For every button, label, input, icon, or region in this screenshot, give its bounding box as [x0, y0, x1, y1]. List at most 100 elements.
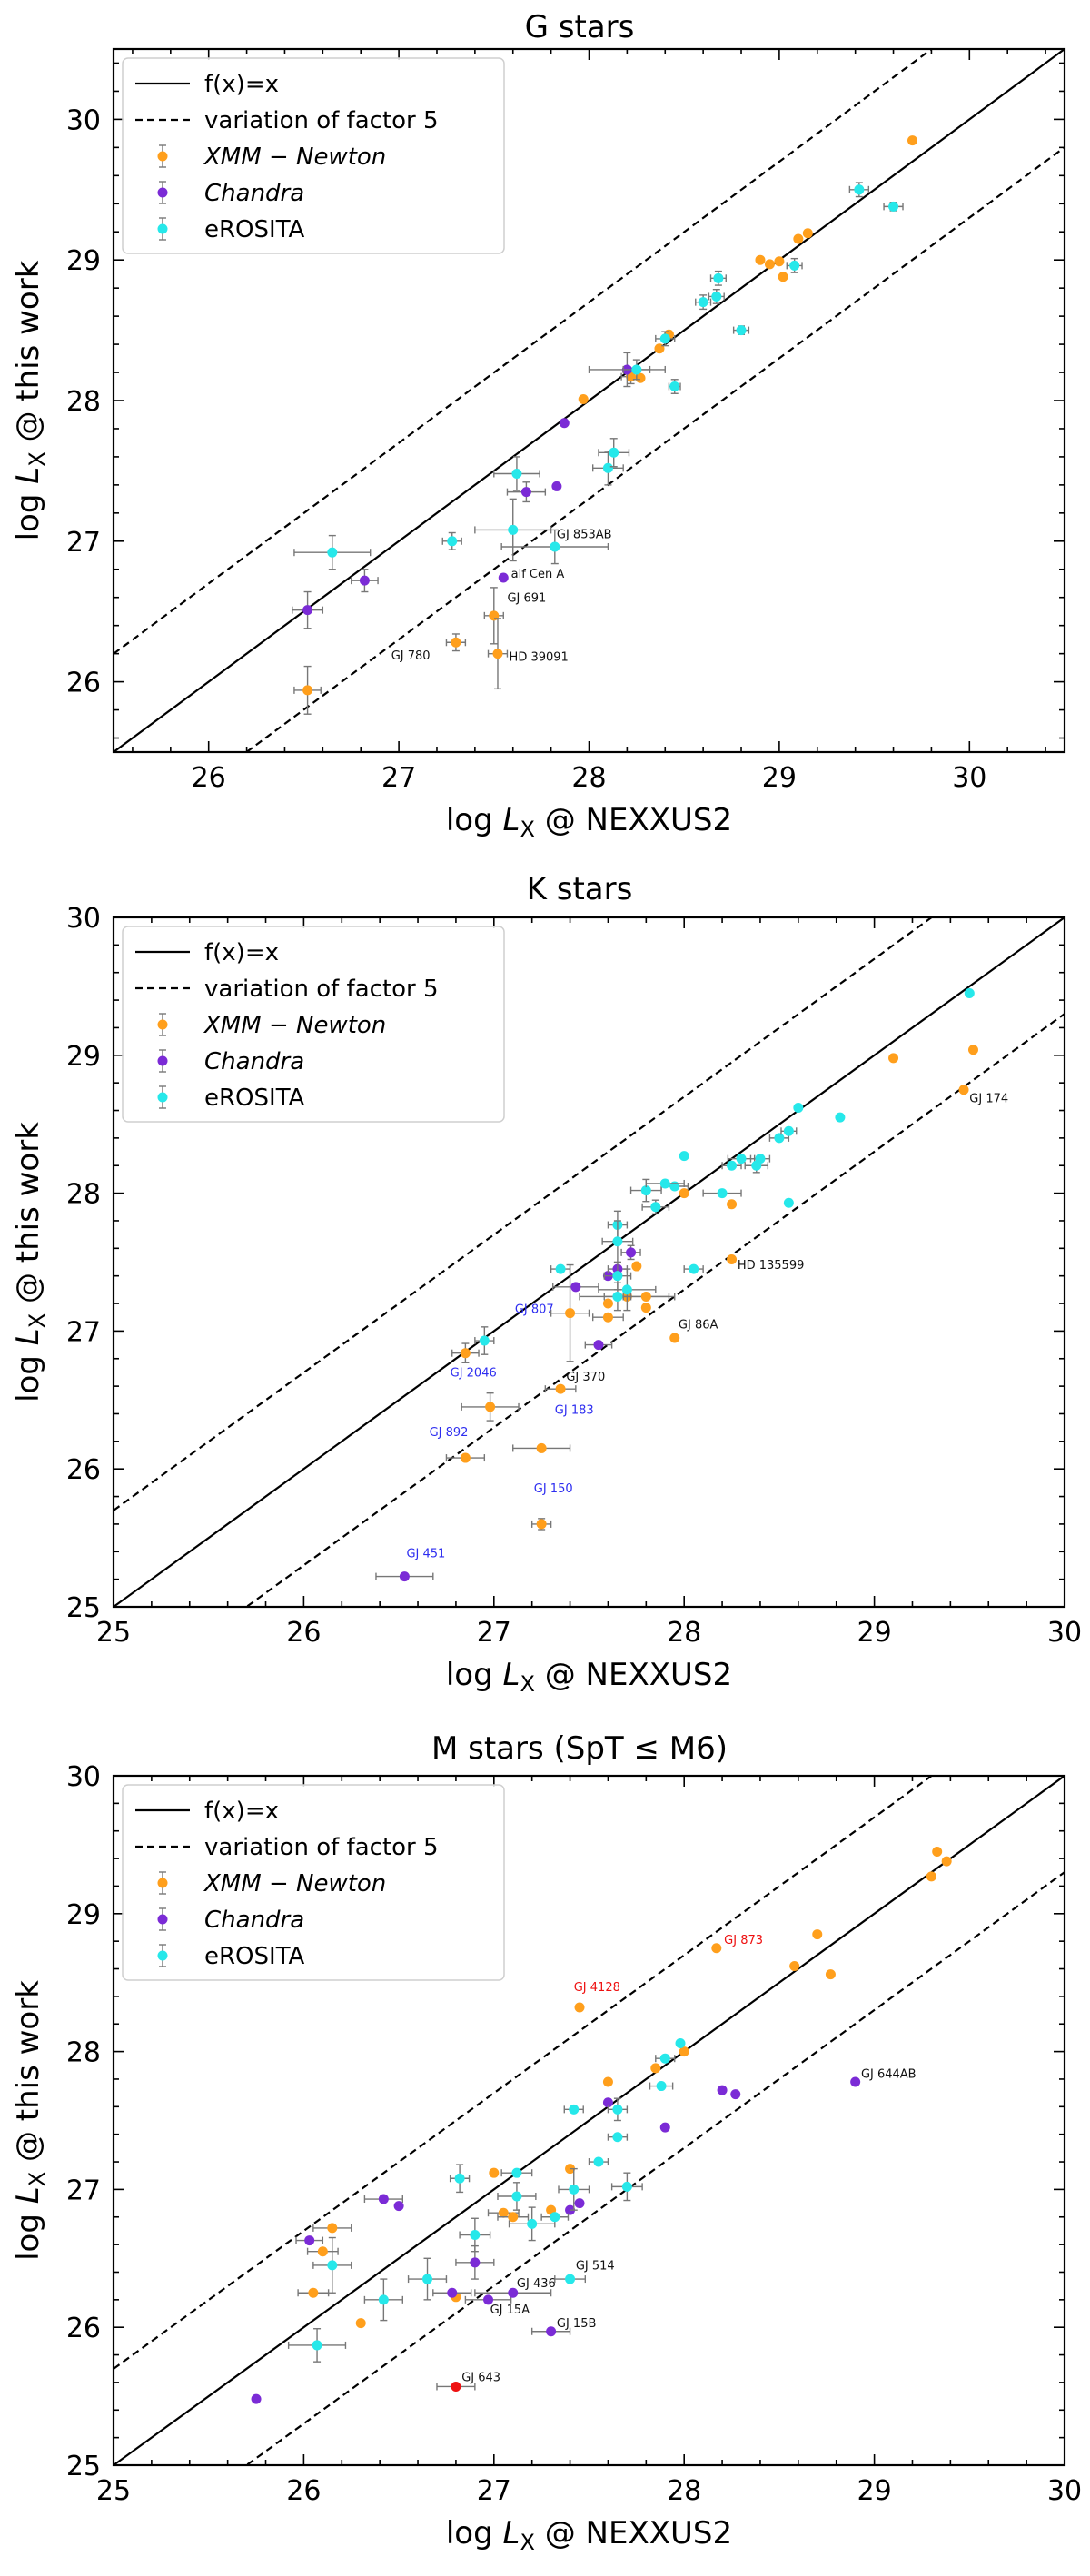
point-marker — [511, 2167, 522, 2178]
point-marker — [689, 1263, 699, 1274]
data-point — [783, 1197, 794, 1208]
legend-marker — [157, 1092, 168, 1103]
annotation-label: HD 135599 — [738, 1259, 805, 1273]
point-marker — [317, 2246, 328, 2257]
identity-line — [114, 49, 1065, 752]
series-chandra — [251, 2076, 861, 2404]
point-marker — [659, 2122, 670, 2133]
data-point — [565, 2164, 576, 2175]
point-marker — [359, 575, 370, 586]
point-marker — [778, 272, 788, 282]
point-marker — [789, 1960, 800, 1971]
y-tick-label: 30 — [66, 903, 101, 935]
data-point — [489, 2167, 500, 2178]
data-point — [679, 2046, 689, 2057]
x-tick-label: 29 — [857, 2475, 892, 2507]
point-marker — [730, 2089, 741, 2100]
x-tick-label: 30 — [1047, 1617, 1082, 1649]
x-tick-label: 25 — [96, 1617, 131, 1649]
y-tick-label: 28 — [66, 2037, 101, 2069]
annotation-label: alf Cen A — [511, 568, 565, 581]
point-marker — [378, 2194, 389, 2204]
data-point — [493, 456, 540, 491]
data-point — [675, 2037, 686, 2048]
point-marker — [555, 1263, 566, 1274]
point-marker — [717, 1188, 728, 1199]
point-marker — [789, 260, 800, 271]
x-tick-label: 27 — [382, 762, 416, 794]
data-point — [607, 2097, 629, 2122]
data-point — [451, 1342, 480, 1364]
data-point — [695, 294, 712, 311]
point-marker — [888, 1053, 899, 1064]
y-tick-label: 29 — [66, 1899, 101, 1931]
point-marker — [958, 1085, 969, 1095]
data-point — [941, 1856, 952, 1867]
point-marker — [854, 184, 865, 195]
x-axis-label: log LX @ NEXXUS2 — [446, 1657, 732, 1697]
point-marker — [399, 1571, 410, 1582]
point-marker — [907, 135, 917, 146]
data-point — [574, 2002, 585, 2013]
point-marker — [755, 254, 766, 265]
data-point — [610, 2172, 643, 2202]
point-marker — [565, 2164, 576, 2175]
data-point — [297, 2287, 330, 2298]
series-red — [436, 2381, 476, 2392]
factor5-lower-line — [244, 146, 1065, 752]
point-marker — [559, 418, 570, 429]
y-tick-label: 26 — [66, 668, 101, 699]
legend: f(x)=x variation of factor 5 XMM − Newton C… — [122, 926, 505, 1123]
y-tick-label: 27 — [66, 2175, 101, 2206]
point-marker — [793, 233, 804, 244]
y-axis-label: log LX @ this work — [10, 1980, 50, 2261]
data-point — [629, 1178, 662, 1203]
point-marker — [536, 1519, 547, 1530]
data-point — [355, 2318, 366, 2329]
point-marker — [727, 1160, 738, 1171]
data-point — [584, 1340, 613, 1351]
data-point — [565, 2204, 576, 2215]
point-marker — [835, 1112, 846, 1123]
data-point — [669, 1333, 680, 1343]
data-point — [649, 2081, 674, 2092]
x-tick-label: 28 — [667, 2475, 701, 2507]
legend-marker — [157, 187, 168, 198]
identity-line — [114, 1776, 1065, 2465]
point-marker — [602, 1312, 613, 1323]
data-point — [655, 2053, 676, 2064]
ticks: 25 26 27 28 29 30 25 26 27 28 29 30 — [66, 903, 1082, 1649]
legend-label-xmm: XMM − Newton — [203, 1870, 386, 1897]
data-point — [708, 289, 725, 304]
point-marker — [574, 2198, 585, 2209]
point-marker — [454, 2173, 465, 2184]
identity-line — [114, 917, 1065, 1607]
data-point — [474, 498, 552, 562]
point-marker — [578, 393, 589, 404]
reference-lines — [114, 917, 1065, 1607]
point-marker — [612, 2104, 623, 2115]
data-point — [967, 1045, 978, 1055]
data-point — [603, 1282, 632, 1312]
point-marker — [470, 2257, 481, 2268]
x-tick-label: 28 — [571, 762, 606, 794]
point-marker — [327, 2260, 338, 2271]
point-marker — [555, 1383, 566, 1394]
point-marker — [711, 1943, 722, 1954]
x-tick-label: 29 — [857, 1617, 892, 1649]
y-tick-label: 29 — [66, 1041, 101, 1073]
data-point — [306, 2246, 339, 2257]
data-point — [620, 1244, 641, 1261]
point-marker — [926, 1871, 936, 1882]
point-marker — [736, 325, 747, 336]
legend-label-chandra: Chandra — [204, 1048, 304, 1075]
annotation-label: GJ 853AB — [557, 529, 612, 542]
data-point — [711, 1943, 722, 1954]
point-marker — [508, 524, 519, 535]
factor5-upper-line — [114, 1776, 934, 2370]
point-marker — [498, 572, 509, 583]
point-marker — [460, 1452, 471, 1463]
annotation-label: GJ 691 — [507, 591, 546, 605]
legend-label-identity: f(x)=x — [204, 939, 279, 966]
